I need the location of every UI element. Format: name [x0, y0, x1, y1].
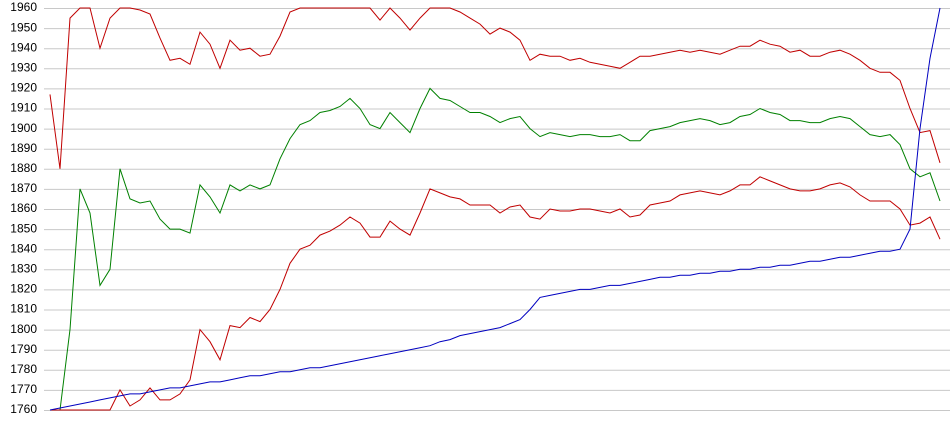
series-line [50, 87, 941, 411]
y-tick-label: 1780 [10, 362, 37, 376]
series-line [50, 176, 941, 411]
y-tick-label: 1840 [10, 241, 37, 255]
y-tick-label: 1930 [10, 60, 37, 74]
y-tick-label: 1830 [10, 261, 37, 275]
y-tick-label: 1770 [10, 382, 37, 396]
y-tick-label: 1790 [10, 342, 37, 356]
series-line [49, 7, 941, 411]
y-tick-label: 1760 [10, 402, 37, 416]
y-tick-label: 1960 [10, 0, 37, 14]
y-tick-label: 1800 [10, 322, 37, 336]
y-tick-label: 1900 [10, 121, 37, 135]
y-tick-label: 1890 [10, 141, 37, 155]
y-tick-label: 1860 [10, 201, 37, 215]
y-tick-label: 1810 [10, 302, 37, 316]
y-tick-label: 1880 [10, 161, 37, 175]
y-tick-label: 1850 [10, 221, 37, 235]
y-tick-label: 1910 [10, 101, 37, 115]
y-tick-label: 1820 [10, 282, 37, 296]
y-tick-label: 1940 [10, 40, 37, 54]
y-tick-label: 1870 [10, 181, 37, 195]
y-tick-label: 1950 [10, 20, 37, 34]
series-line [49, 7, 941, 169]
y-tick-label: 1920 [10, 81, 37, 95]
